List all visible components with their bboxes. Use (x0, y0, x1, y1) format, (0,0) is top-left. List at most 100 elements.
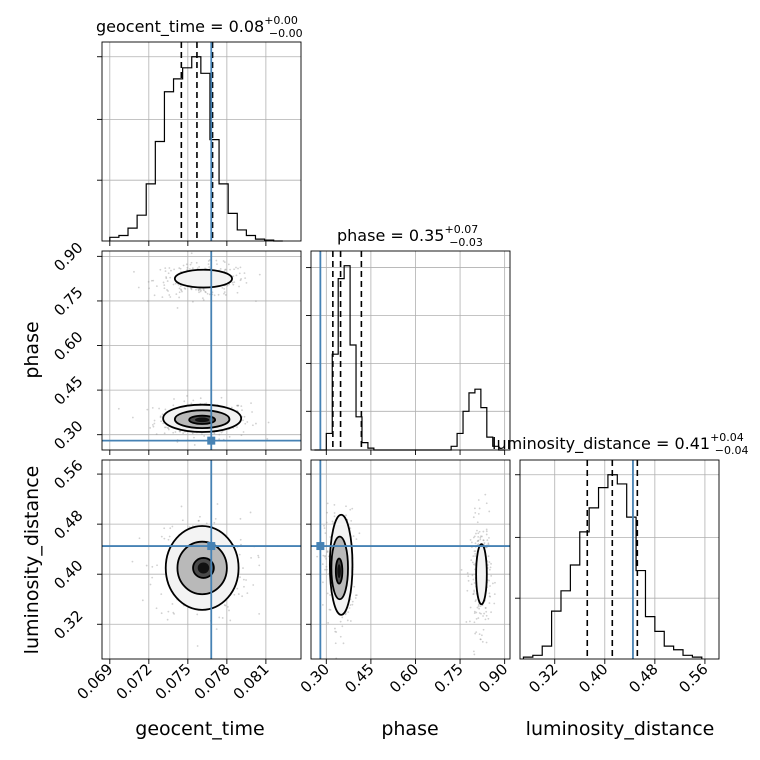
sample-point (488, 595, 491, 598)
sample-point (155, 433, 158, 436)
title-phase-minus: −0.03 (449, 236, 483, 249)
title-geocent-time: geocent_time = 0.08+0.00 −0.00 (96, 14, 303, 40)
sample-point (240, 278, 242, 280)
sample-point (476, 606, 479, 609)
y-tick-label: 0.48 (50, 506, 86, 542)
panel-frame (101, 459, 302, 660)
histogram-phase (314, 265, 505, 451)
sample-point (159, 268, 162, 271)
x-tick-label: 0.069 (74, 660, 117, 703)
sample-point (474, 550, 477, 553)
sample-point (347, 611, 350, 614)
sample-point (469, 538, 472, 541)
sample-point (244, 422, 247, 425)
sample-point (351, 507, 354, 510)
sample-point (160, 593, 163, 596)
sample-point (231, 281, 234, 284)
sample-point (213, 294, 216, 297)
sample-point (205, 522, 208, 525)
sample-point (227, 605, 229, 608)
sample-point (235, 266, 237, 269)
sample-point (335, 631, 338, 633)
sample-point (235, 274, 238, 277)
sample-point (236, 587, 239, 590)
sample-point (345, 514, 347, 517)
sample-point (202, 299, 205, 301)
sample-point (350, 520, 353, 522)
sample-point (193, 436, 195, 439)
sample-point (153, 422, 156, 425)
sample-point (151, 576, 154, 579)
sample-point (183, 400, 186, 403)
sample-point (166, 426, 169, 429)
sample-point (344, 613, 347, 616)
sample-point (252, 584, 255, 586)
sample-point (240, 434, 243, 437)
sample-point (488, 510, 491, 513)
diag-phase-panel: phase = 0.35+0.07 −0.03 (306, 223, 511, 455)
sample-point (476, 540, 479, 543)
sample-point (473, 507, 476, 510)
sample-point (229, 619, 232, 622)
sample-point (162, 422, 165, 425)
sample-point (169, 527, 172, 530)
sample-point (229, 268, 231, 271)
sample-point (329, 536, 332, 538)
y-tick-label: 0.56 (50, 456, 86, 492)
sample-point (161, 296, 164, 299)
sample-point (203, 289, 205, 292)
sample-point (152, 279, 155, 282)
sample-point (147, 280, 150, 283)
title-phase: phase = 0.35+0.07 −0.03 (337, 223, 483, 249)
sample-point (488, 579, 490, 582)
sample-point (213, 521, 216, 524)
sample-point (174, 431, 177, 433)
sample-point (474, 600, 477, 603)
sample-point (341, 625, 344, 628)
sample-point (493, 602, 496, 605)
sample-point (258, 613, 261, 615)
sample-point (158, 407, 160, 410)
sample-point (355, 538, 358, 541)
sample-point (199, 288, 202, 291)
y-tick-label: 0.60 (50, 328, 86, 364)
sample-point (326, 502, 329, 505)
sample-point (153, 419, 156, 422)
sample-point (151, 423, 154, 426)
y-tick-label: 0.32 (50, 607, 86, 643)
sample-point (174, 282, 177, 285)
sample-point (181, 290, 183, 293)
sample-point (491, 582, 494, 585)
sample-point (237, 267, 239, 270)
sample-point (353, 585, 356, 588)
sample-point (133, 270, 135, 273)
sample-point (178, 430, 181, 433)
sample-point (479, 535, 482, 538)
injection-marker (316, 542, 325, 551)
sample-point (222, 260, 225, 262)
sample-point (467, 575, 470, 578)
sample-point (476, 529, 478, 532)
sample-point (485, 641, 488, 644)
x-tick-label: 0.32 (525, 660, 561, 696)
sample-point (163, 537, 166, 540)
sample-point (197, 520, 200, 522)
diag-geocent-time-panel: geocent_time = 0.08+0.00 −0.00 (96, 14, 303, 246)
y-tick-label: 0.40 (50, 556, 86, 592)
sample-point (228, 435, 231, 438)
sample-point (233, 281, 236, 284)
sample-point (477, 539, 480, 542)
sample-point (160, 535, 163, 538)
sample-point (182, 432, 185, 435)
sample-point (214, 517, 217, 520)
sample-point (487, 617, 490, 620)
sample-point (199, 290, 202, 293)
sample-point (233, 268, 236, 271)
sample-point (472, 536, 475, 539)
sample-point (197, 289, 200, 292)
sample-point (196, 645, 199, 647)
sample-point (232, 275, 235, 278)
sample-point (334, 642, 337, 645)
sample-point (473, 612, 476, 615)
sample-point (487, 543, 490, 546)
